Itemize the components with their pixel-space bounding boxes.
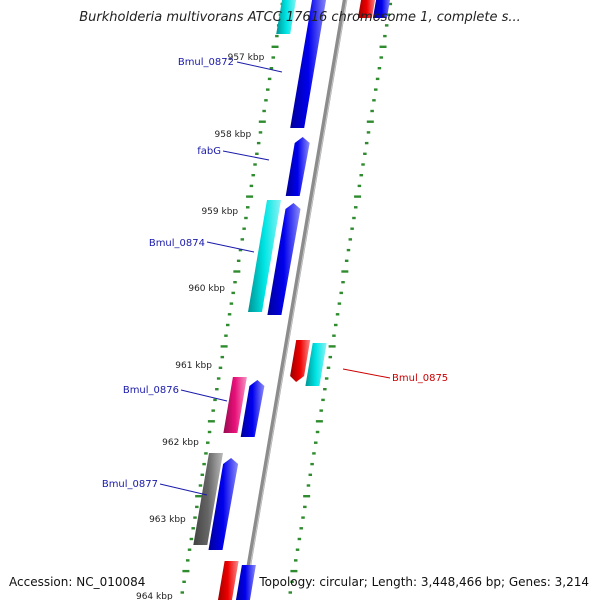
cds-arrow[interactable] — [208, 458, 239, 550]
gene-leader-line — [236, 61, 283, 73]
scale-label: 961 kbp — [175, 361, 212, 371]
map-title: Burkholderia multivorans ATCC 17616 chro… — [79, 10, 521, 25]
gene-leader-line — [206, 241, 255, 253]
cds-block[interactable] — [276, 0, 297, 34]
accession-text: Accession: NC_010084 — [9, 575, 146, 589]
cds-block[interactable] — [217, 561, 239, 604]
gene-leader-line — [222, 150, 270, 161]
gene-leader-line — [180, 389, 228, 402]
summary-text: Topology: circular; Length: 3,448,466 bp… — [259, 575, 589, 589]
scale-label: 958 kbp — [215, 130, 252, 140]
cds-block[interactable] — [223, 377, 247, 433]
sequence-backbone-highlight — [243, 0, 348, 604]
sequence-backbone — [240, 0, 348, 604]
gene-label[interactable]: fabG — [197, 146, 221, 157]
scale-label: 960 kbp — [188, 284, 225, 294]
cds-block[interactable] — [193, 453, 223, 545]
gene-label[interactable]: Bmul_0874 — [149, 238, 205, 249]
cds-arrow[interactable] — [267, 203, 301, 315]
scale-label: 963 kbp — [149, 515, 186, 525]
gene-label[interactable]: Bmul_0872 — [178, 57, 234, 68]
scale-label: 962 kbp — [162, 438, 199, 448]
cds-block[interactable] — [372, 0, 391, 18]
gene-leader-line — [342, 368, 391, 379]
cds-block[interactable] — [357, 0, 376, 18]
scale-label: 957 kbp — [228, 53, 265, 63]
cds-block[interactable] — [290, 0, 327, 128]
gene-label[interactable]: Bmul_0875 — [392, 373, 448, 384]
scale-label: 959 kbp — [201, 207, 238, 217]
gene-label[interactable]: Bmul_0876 — [123, 385, 179, 396]
cds-block[interactable] — [305, 343, 327, 386]
cds-block[interactable] — [248, 200, 281, 312]
gene-leader-line — [159, 483, 208, 496]
scale-label: 964 kbp — [136, 592, 173, 600]
cds-arrow[interactable] — [240, 380, 265, 437]
gene-label[interactable]: Bmul_0877 — [102, 479, 158, 490]
cds-arrow[interactable] — [290, 340, 311, 382]
cds-arrow[interactable] — [285, 137, 310, 196]
cds-block[interactable] — [235, 565, 256, 604]
